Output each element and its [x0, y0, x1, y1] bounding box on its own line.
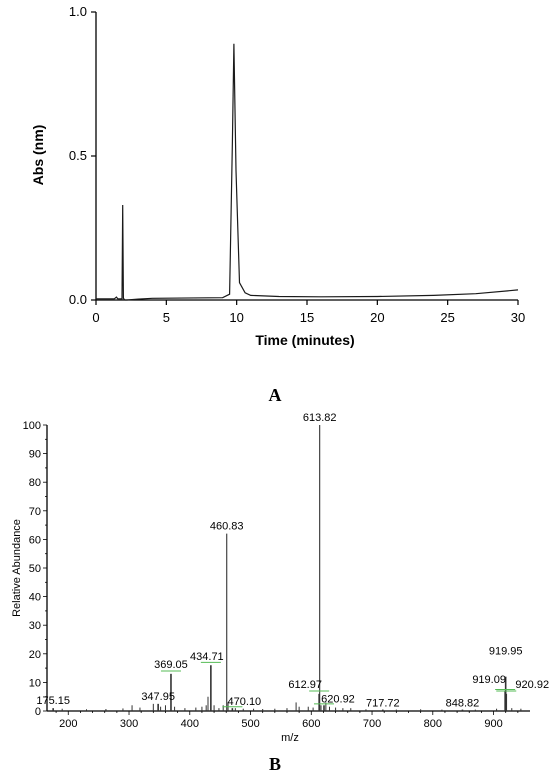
spectrum-peak-label: 460.83 [210, 521, 244, 533]
spectrum-y-tick-label: 70 [29, 506, 41, 518]
spectrum-x-tick-label: 700 [363, 718, 381, 730]
chromatogram-x-tick-label: 5 [163, 310, 170, 325]
panel-letter-a: A [269, 385, 282, 405]
spectrum-x-tick-label: 400 [181, 718, 199, 730]
spectrum-y-tick-label: 50 [29, 563, 41, 575]
spectrum-peak-label: 848.82 [446, 698, 480, 710]
spectrum-peak-label: 613.82 [303, 412, 337, 424]
spectrum-peak-label: 434.71 [190, 651, 224, 663]
spectrum-y-tick-label: 90 [29, 449, 41, 461]
chromatogram-x-title: Time (minutes) [255, 332, 354, 348]
spectrum-peak-label: 717.72 [366, 698, 400, 710]
chromatogram-x-tick-label: 20 [370, 310, 384, 325]
spectrum-peak-label: 369.05 [154, 659, 188, 671]
chromatogram-y-tick-label: 1.0 [69, 4, 87, 19]
spectrum-peak-label: 347.95 [141, 691, 175, 703]
spectrum-x-tick-label: 800 [424, 718, 442, 730]
chromatogram-y-title: Abs (nm) [30, 125, 46, 186]
chromatogram-x-tick-label: 25 [440, 310, 454, 325]
spectrum-y-title: Relative Abundance [11, 519, 23, 617]
chromatogram-x-tick-label: 0 [92, 310, 99, 325]
spectrum-y-tick-label: 0 [35, 706, 41, 718]
spectrum-peak-label: 919.95 [489, 646, 523, 658]
spectrum-peak-label: 175.15 [36, 695, 70, 707]
spectrum-x-tick-label: 900 [484, 718, 502, 730]
spectrum-x-tick-label: 600 [302, 718, 320, 730]
spectrum-peak-label: 620.92 [321, 693, 355, 705]
chromatogram-panel: 0 5 10 15 20 25 30 0.0 0.5 1.0 Time (minutes) Abs… [30, 4, 525, 405]
chromatogram-y-tick-label: 0.0 [69, 292, 87, 307]
chromatogram-y-tick-label: 0.5 [69, 148, 87, 163]
spectrum-y-tick-label: 60 [29, 534, 41, 546]
spectrum-y-tick-label: 30 [29, 620, 41, 632]
panel-letter-b: B [269, 754, 281, 774]
spectrum-y-tick-label: 40 [29, 592, 41, 604]
spectrum-peak-label: 920.92 [515, 679, 549, 691]
spectrum-x-tick-label: 500 [241, 718, 259, 730]
mass-spectrum-panel: 200 300 400 500 600 700 800 900 0 10 20 30 40 50 60 70 8… [11, 412, 549, 774]
spectrum-peak-label: 612.97 [288, 679, 322, 691]
spectrum-y-tick-label: 10 [29, 677, 41, 689]
chromatogram-trace [96, 43, 519, 301]
spectrum-y-tick-label: 100 [23, 420, 41, 432]
spectrum-y-tick-label: 20 [29, 649, 41, 661]
spectrum-y-tick-label: 80 [29, 477, 41, 489]
spectrum-x-title: m/z [281, 732, 299, 744]
spectrum-x-tick-label: 300 [120, 718, 138, 730]
chromatogram-x-tick-label: 15 [300, 310, 314, 325]
spectrum-peak-label: 919.09 [472, 674, 506, 686]
spectrum-x-tick-label: 200 [59, 718, 77, 730]
spectrum-peak-label: 470.10 [228, 696, 262, 708]
chromatogram-x-tick-label: 10 [229, 310, 243, 325]
chromatogram-x-tick-label: 30 [511, 310, 525, 325]
